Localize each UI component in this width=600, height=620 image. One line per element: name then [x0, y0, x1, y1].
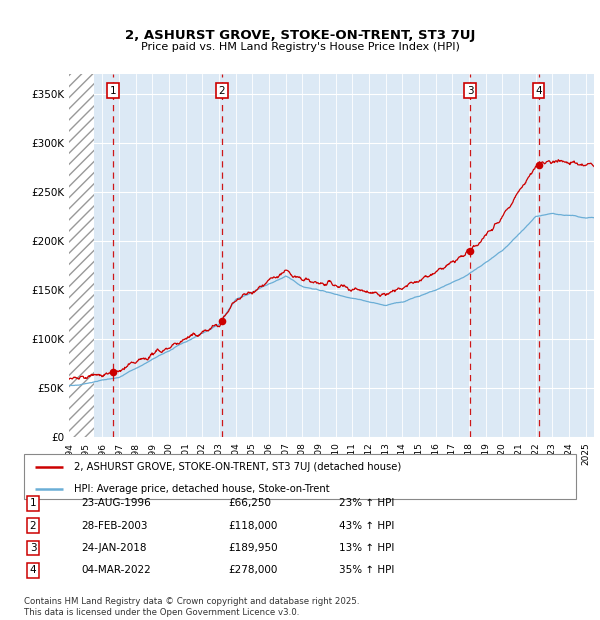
- Text: 23% ↑ HPI: 23% ↑ HPI: [339, 498, 394, 508]
- Text: 4: 4: [535, 86, 542, 95]
- Text: 4: 4: [29, 565, 37, 575]
- Text: 04-MAR-2022: 04-MAR-2022: [81, 565, 151, 575]
- Text: Price paid vs. HM Land Registry's House Price Index (HPI): Price paid vs. HM Land Registry's House …: [140, 42, 460, 52]
- FancyBboxPatch shape: [24, 454, 576, 499]
- Text: 43% ↑ HPI: 43% ↑ HPI: [339, 521, 394, 531]
- Text: 23-AUG-1996: 23-AUG-1996: [81, 498, 151, 508]
- Text: HPI: Average price, detached house, Stoke-on-Trent: HPI: Average price, detached house, Stok…: [74, 484, 329, 494]
- Text: 2, ASHURST GROVE, STOKE-ON-TRENT, ST3 7UJ: 2, ASHURST GROVE, STOKE-ON-TRENT, ST3 7U…: [125, 30, 475, 42]
- Text: 1: 1: [110, 86, 116, 95]
- Text: Contains HM Land Registry data © Crown copyright and database right 2025.
This d: Contains HM Land Registry data © Crown c…: [24, 598, 359, 617]
- Text: £118,000: £118,000: [228, 521, 277, 531]
- Text: £66,250: £66,250: [228, 498, 271, 508]
- Text: 2: 2: [29, 521, 37, 531]
- Text: 35% ↑ HPI: 35% ↑ HPI: [339, 565, 394, 575]
- Text: 3: 3: [29, 543, 37, 553]
- Text: 2: 2: [218, 86, 225, 95]
- Text: £278,000: £278,000: [228, 565, 277, 575]
- Text: 2, ASHURST GROVE, STOKE-ON-TRENT, ST3 7UJ (detached house): 2, ASHURST GROVE, STOKE-ON-TRENT, ST3 7U…: [74, 462, 401, 472]
- Bar: [69, 74, 94, 437]
- Text: 3: 3: [467, 86, 473, 95]
- Text: 24-JAN-2018: 24-JAN-2018: [81, 543, 146, 553]
- Text: 28-FEB-2003: 28-FEB-2003: [81, 521, 148, 531]
- Text: 13% ↑ HPI: 13% ↑ HPI: [339, 543, 394, 553]
- Text: 1: 1: [29, 498, 37, 508]
- Text: £189,950: £189,950: [228, 543, 278, 553]
- Bar: [69, 74, 94, 437]
